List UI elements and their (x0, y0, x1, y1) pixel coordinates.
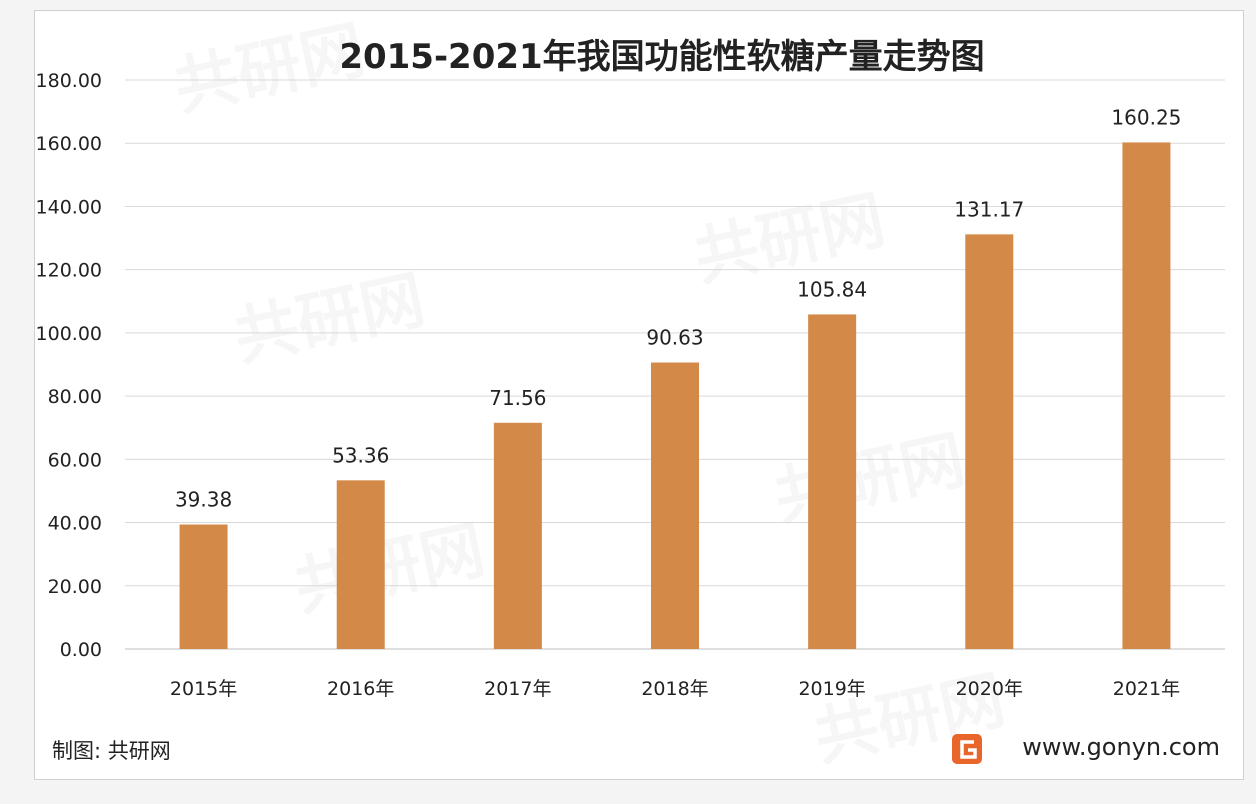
y-tick-label: 160.00 (36, 133, 102, 155)
data-label: 71.56 (489, 386, 546, 410)
y-tick-label: 0.00 (60, 639, 102, 661)
data-label: 105.84 (797, 277, 867, 301)
y-tick-label: 40.00 (48, 513, 102, 535)
bar (808, 314, 857, 649)
watermark: 共研网 (288, 513, 491, 625)
y-tick-label: 120.00 (36, 260, 102, 282)
x-tick-label: 2016年 (327, 678, 394, 700)
y-tick-label: 140.00 (36, 196, 102, 218)
bar (651, 362, 699, 649)
x-tick-label: 2020年 (956, 678, 1023, 700)
bar (1122, 142, 1171, 649)
logo-glyph (960, 740, 977, 759)
y-tick-label: 180.00 (36, 70, 102, 92)
gonyn-logo-icon (952, 734, 982, 764)
data-label: 160.25 (1111, 105, 1181, 129)
bar (336, 480, 385, 649)
footer-credit: 制图: 共研网 (52, 739, 171, 763)
chart-frame (34, 10, 1244, 780)
x-tick-label: 2017年 (484, 678, 551, 700)
data-label: 131.17 (954, 197, 1024, 221)
x-tick-label: 2018年 (641, 678, 708, 700)
footer-website: www.gonyn.com (1022, 733, 1220, 761)
chart-title: 2015-2021年我国功能性软糖产量走势图 (339, 37, 984, 77)
watermark: 共研网 (228, 263, 431, 375)
data-label: 39.38 (175, 488, 232, 512)
watermark-layer: 共研网 共研网 共研网 共研网 共研网 共研网 (168, 13, 1011, 775)
y-tick-label: 20.00 (48, 576, 102, 598)
y-axis-ticks: 0.00 20.00 40.00 60.00 80.00 100.00 120.00 140.… (36, 70, 102, 661)
bar (493, 422, 542, 649)
x-tick-label: 2015年 (170, 678, 237, 700)
y-tick-label: 100.00 (36, 323, 102, 345)
logo-tile (952, 734, 982, 764)
data-labels: 39.38 53.36 71.56 90.63 105.84 131.17 160.25 (175, 105, 1181, 511)
y-tick-label: 80.00 (48, 386, 102, 408)
x-axis-labels: 2015年 2016年 2017年 2018年 2019年 2020年 2021年 (170, 678, 1180, 700)
gridlines (125, 79, 1225, 650)
x-tick-label: 2021年 (1113, 678, 1180, 700)
data-label: 53.36 (332, 443, 389, 467)
y-tick-label: 60.00 (48, 449, 102, 471)
x-tick-label: 2019年 (798, 678, 865, 700)
bar (965, 234, 1014, 649)
watermark: 共研网 (768, 423, 971, 535)
bar-series (179, 142, 1171, 649)
data-label: 90.63 (646, 326, 703, 350)
bar (179, 524, 228, 649)
